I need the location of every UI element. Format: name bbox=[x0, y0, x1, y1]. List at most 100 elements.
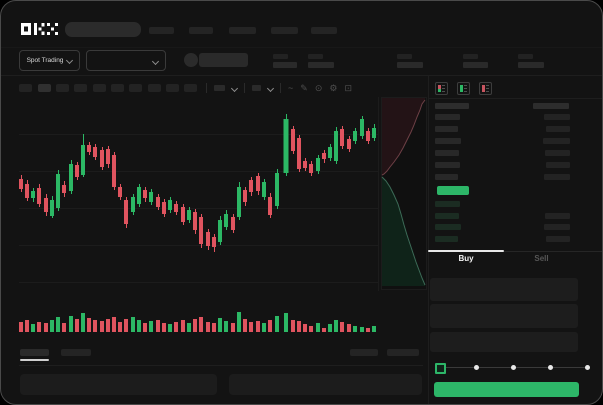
volume-bar bbox=[37, 322, 41, 332]
candle-style-dropdown[interactable] bbox=[252, 85, 261, 91]
volume-bar bbox=[262, 323, 266, 332]
bottom-action-1[interactable] bbox=[350, 349, 378, 356]
timeframe-button-2[interactable] bbox=[38, 84, 51, 92]
orderbook-header-left bbox=[435, 103, 469, 109]
stat-value-placeholder-1 bbox=[273, 62, 297, 68]
candle-body bbox=[162, 202, 166, 214]
camera-icon[interactable]: ⊙ bbox=[314, 83, 323, 93]
trading-pair-selector[interactable] bbox=[86, 50, 166, 71]
bottom-tab-active[interactable] bbox=[20, 349, 49, 356]
volume-bar bbox=[284, 313, 288, 332]
candle-body bbox=[25, 184, 29, 198]
candle-body bbox=[137, 187, 141, 204]
tab-buy[interactable]: Buy bbox=[458, 254, 474, 263]
search-input[interactable] bbox=[65, 22, 141, 37]
volume-bar bbox=[360, 327, 364, 332]
bid-row-amount bbox=[546, 235, 570, 242]
bid-row-price[interactable] bbox=[435, 235, 458, 242]
candle-body bbox=[193, 212, 197, 230]
candle-body bbox=[131, 197, 135, 212]
indicator-dropdown[interactable] bbox=[214, 85, 225, 91]
active-tab-indicator bbox=[428, 250, 504, 252]
candle-body bbox=[212, 237, 216, 247]
fullscreen-icon[interactable]: ⊡ bbox=[344, 83, 352, 93]
nav-item-placeholder-3[interactable] bbox=[229, 27, 256, 34]
timeframe-button-7[interactable] bbox=[129, 84, 142, 92]
ask-row-price[interactable] bbox=[435, 126, 458, 132]
orderbook-mid-price[interactable] bbox=[437, 186, 469, 195]
volume-bar bbox=[112, 317, 116, 332]
ask-row-amount bbox=[544, 174, 570, 180]
bottom-action-2[interactable] bbox=[387, 349, 419, 356]
ask-row-price[interactable] bbox=[435, 174, 458, 180]
toolbar-divider bbox=[244, 83, 245, 93]
chart-toolbar-icons: ~ ✎ ⊙ ⚙ ⊡ bbox=[206, 81, 352, 95]
nav-item-placeholder-2[interactable] bbox=[189, 27, 213, 34]
volume-bar bbox=[137, 320, 141, 332]
bid-row-price[interactable] bbox=[435, 201, 460, 207]
candle-body bbox=[93, 147, 97, 157]
timeframe-button-4[interactable] bbox=[74, 84, 87, 92]
volume-bar bbox=[25, 320, 29, 332]
orderbook-asks-icon[interactable] bbox=[479, 82, 492, 95]
market-type-selector[interactable]: Spot Trading bbox=[19, 50, 80, 71]
amount-field[interactable] bbox=[430, 304, 578, 328]
slider-stop-1[interactable] bbox=[473, 365, 479, 370]
candle-body bbox=[328, 147, 332, 158]
nav-item-placeholder-4[interactable] bbox=[271, 27, 298, 34]
depth-asks-area bbox=[382, 98, 425, 175]
bid-row-price[interactable] bbox=[435, 224, 461, 230]
candle-body bbox=[124, 200, 128, 224]
candle-body bbox=[174, 204, 178, 212]
depth-bids-area bbox=[382, 177, 425, 286]
candle-body bbox=[322, 153, 326, 159]
line-style-icon[interactable]: ~ bbox=[288, 83, 294, 93]
draw-icon[interactable]: ✎ bbox=[300, 83, 308, 93]
timeframe-button-8[interactable] bbox=[148, 84, 161, 92]
settings-icon[interactable]: ⚙ bbox=[329, 83, 338, 93]
volume-bar bbox=[347, 324, 351, 332]
volume-bar bbox=[256, 321, 260, 332]
candle-body bbox=[243, 190, 247, 202]
ask-row-price[interactable] bbox=[435, 150, 459, 156]
timeframe-button-6[interactable] bbox=[111, 84, 124, 92]
volume-bar bbox=[118, 322, 122, 332]
okx-logo[interactable] bbox=[21, 23, 58, 35]
volume-bar bbox=[187, 323, 191, 332]
slider-stop-2[interactable] bbox=[510, 365, 516, 370]
slider-stop-3[interactable] bbox=[547, 365, 553, 370]
nav-item-placeholder-1[interactable] bbox=[149, 27, 174, 34]
tab-sell[interactable]: Sell bbox=[534, 254, 549, 263]
price-field[interactable] bbox=[430, 278, 578, 301]
volume-bar bbox=[62, 323, 66, 332]
volume-bar bbox=[206, 322, 210, 332]
timeframe-button-3[interactable] bbox=[56, 84, 69, 92]
nav-item-placeholder-5[interactable] bbox=[311, 27, 337, 34]
slider-stop-4[interactable] bbox=[584, 365, 590, 370]
volume-bar bbox=[31, 324, 35, 332]
candle-body bbox=[275, 173, 279, 206]
slider-handle[interactable] bbox=[435, 363, 446, 374]
timeframe-button-10[interactable] bbox=[184, 84, 197, 92]
ask-row-price[interactable] bbox=[435, 114, 460, 120]
bid-row-price[interactable] bbox=[435, 212, 459, 219]
candle-body bbox=[268, 197, 272, 215]
orderbook-bids-icon[interactable] bbox=[457, 82, 470, 95]
volume-bar bbox=[366, 328, 370, 332]
bottom-tab-2[interactable] bbox=[61, 349, 91, 356]
timeframe-button-5[interactable] bbox=[93, 84, 106, 92]
candle-body bbox=[19, 179, 23, 189]
timeframe-button-9[interactable] bbox=[166, 84, 179, 92]
timeframe-button-1[interactable] bbox=[19, 84, 32, 92]
buy-submit-button[interactable] bbox=[434, 382, 579, 397]
orderbook-combined-icon[interactable] bbox=[435, 82, 448, 95]
ask-row-price[interactable] bbox=[435, 162, 460, 168]
coin-icon bbox=[184, 53, 198, 67]
ask-row-price[interactable] bbox=[435, 138, 461, 144]
stat-value-placeholder-4 bbox=[463, 62, 488, 68]
candle-body bbox=[118, 187, 122, 197]
total-field[interactable] bbox=[430, 332, 578, 352]
candle-body bbox=[81, 145, 85, 175]
bid-row-amount bbox=[544, 224, 570, 230]
